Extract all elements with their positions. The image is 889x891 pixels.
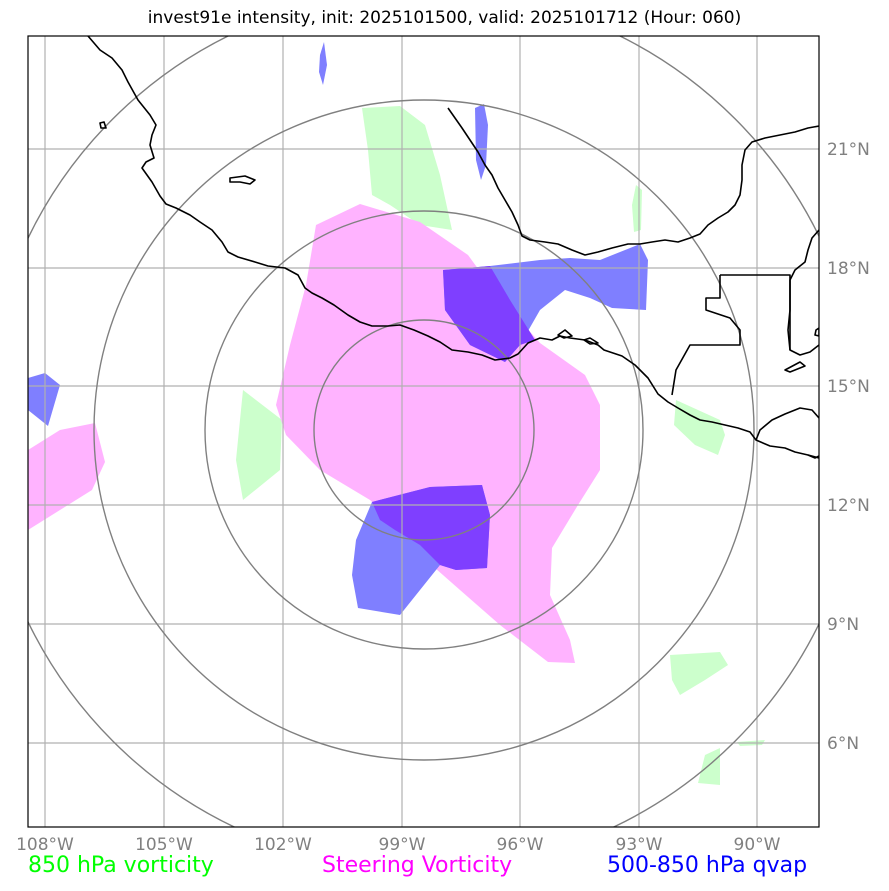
range-rings xyxy=(28,36,819,827)
vort850-patch xyxy=(362,106,452,230)
island xyxy=(229,175,256,185)
lon-label: 96°W xyxy=(497,835,544,855)
vort850-patch xyxy=(236,390,282,500)
vort850-patch xyxy=(698,748,720,785)
latitude-labels: 21°N 18°N 15°N 12°N 9°N 6°N xyxy=(827,140,870,754)
lat-label: 15°N xyxy=(827,377,870,397)
plot-title: invest91e intensity, init: 2025101500, v… xyxy=(147,8,742,28)
lon-label: 99°W xyxy=(379,835,426,855)
steering-vorticity-layer xyxy=(28,204,600,663)
legend-vort850: 850 hPa vorticity xyxy=(28,853,214,878)
pacific-coastline xyxy=(87,36,819,459)
range-ring xyxy=(204,210,644,650)
range-ring xyxy=(93,99,755,761)
vort850-patch xyxy=(670,652,728,695)
lake xyxy=(807,454,819,459)
map-frame xyxy=(27,35,820,828)
lat-label: 18°N xyxy=(827,259,870,279)
legend-qvap: 500-850 hPa qvap xyxy=(607,853,808,878)
steering-vorticity-patch xyxy=(276,204,600,663)
coastlines xyxy=(87,36,819,459)
lon-label: 105°W xyxy=(135,835,193,855)
lat-label: 9°N xyxy=(827,615,859,635)
guatemala-border xyxy=(671,275,741,396)
island xyxy=(583,337,599,345)
gulf-coastline xyxy=(447,107,819,256)
overlap-patch xyxy=(443,266,535,362)
steering-vorticity-patch xyxy=(28,423,105,530)
island xyxy=(784,361,806,373)
island xyxy=(557,329,573,339)
range-ring xyxy=(313,319,535,541)
qvap-patch xyxy=(475,104,488,180)
lon-label: 90°W xyxy=(734,835,781,855)
lon-label: 102°W xyxy=(254,835,312,855)
island xyxy=(814,327,819,337)
lat-label: 6°N xyxy=(827,734,859,754)
belize-border xyxy=(720,274,791,350)
legend-steering-vorticity: Steering Vorticity xyxy=(322,853,513,878)
vort850-layer xyxy=(236,106,765,785)
lon-label: 108°W xyxy=(16,835,74,855)
longitude-labels: 108°W 105°W 102°W 99°W 96°W 93°W 90°W xyxy=(16,835,781,855)
lon-label: 93°W xyxy=(616,835,663,855)
lat-label: 12°N xyxy=(827,496,870,516)
graticule xyxy=(28,36,819,827)
island xyxy=(99,121,107,129)
honduras-coast xyxy=(755,407,819,441)
lat-label: 21°N xyxy=(827,140,870,160)
qvap-patch xyxy=(319,42,327,85)
